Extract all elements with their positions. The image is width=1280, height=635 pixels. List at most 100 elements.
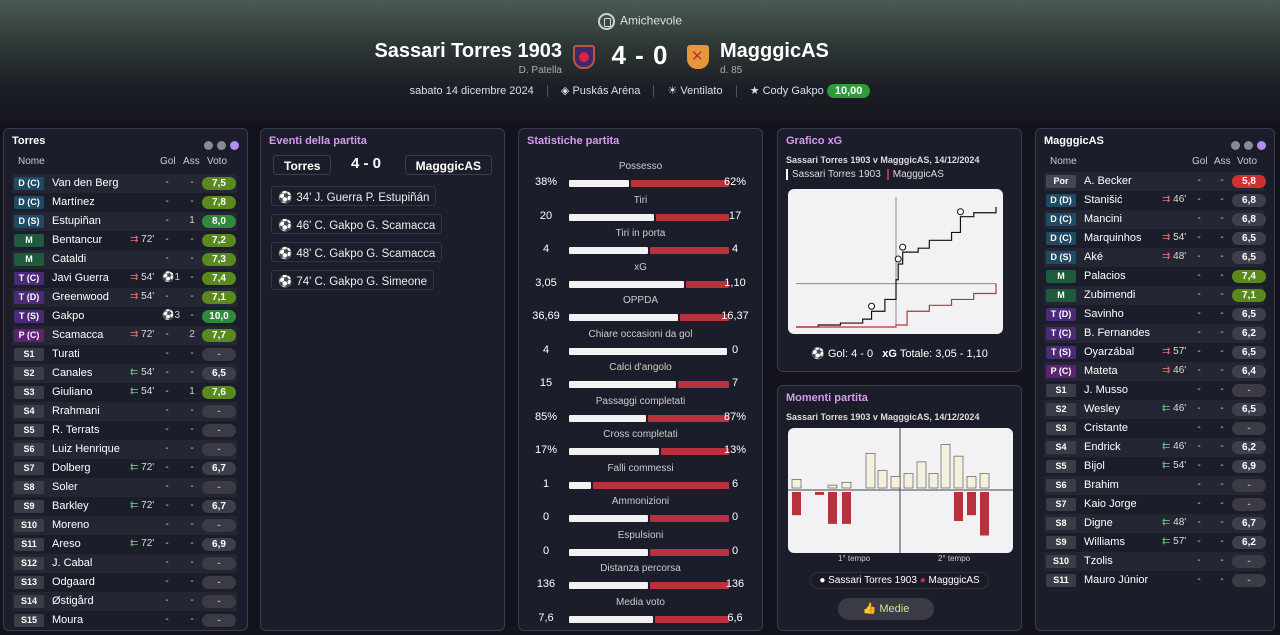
col-ass[interactable]: Ass	[1214, 156, 1231, 167]
player-name[interactable]: Cataldi	[52, 253, 87, 265]
player-row[interactable]: M Cataldi - -7,3	[12, 250, 237, 269]
player-row[interactable]: S6 Luiz Henrique - - -	[12, 440, 237, 459]
player-name[interactable]: Mancini	[1084, 213, 1122, 225]
player-row[interactable]: T (D) Savinho - -6,5	[1044, 305, 1266, 324]
player-row[interactable]: Por A. Becker - -5,8	[1044, 172, 1266, 191]
player-row[interactable]: P (C) Scamacca ⇉ 72' - 2 7,7	[12, 326, 237, 345]
player-name[interactable]: Odgaard	[52, 576, 95, 588]
player-name[interactable]: Brahim	[1084, 479, 1119, 491]
player-row[interactable]: D (C) Mancini - -6,8	[1044, 210, 1266, 229]
player-name[interactable]: Giuliano	[52, 386, 93, 398]
player-row[interactable]: T (S) Oyarzábal ⇉ 57' - -6,5	[1044, 343, 1266, 362]
player-name[interactable]: Marquinhos	[1084, 232, 1142, 244]
player-row[interactable]: M Bentancur ⇉ 72' - -7,2	[12, 231, 237, 250]
player-name[interactable]: Williams	[1084, 536, 1125, 548]
player-row[interactable]: S6 Brahim - - -	[1044, 476, 1266, 495]
player-name[interactable]: Oyarzábal	[1084, 346, 1135, 358]
col-voto[interactable]: Voto	[1237, 156, 1258, 167]
goal-event[interactable]: ⚽ 46' C. Gakpo G. Scamacca	[271, 214, 443, 234]
dot-icon[interactable]	[1257, 141, 1266, 150]
player-name[interactable]: R. Terrats	[52, 424, 100, 436]
player-name[interactable]: Barkley	[52, 500, 89, 512]
player-row[interactable]: D (C) Martínez - -7,8	[12, 193, 237, 212]
home-team-name[interactable]: Sassari Torres 1903	[374, 40, 562, 62]
dot-icon[interactable]	[1244, 141, 1253, 150]
player-name[interactable]: Soler	[52, 481, 78, 493]
goal-event[interactable]: ⚽ 48' C. Gakpo G. Scamacca	[271, 242, 443, 262]
player-row[interactable]: M Palacios - -7,4	[1044, 267, 1266, 286]
player-row[interactable]: S7 Dolberg ⇇ 72' - -6,7	[12, 459, 237, 478]
player-row[interactable]: S7 Kaio Jorge - - -	[1044, 495, 1266, 514]
dot-icon[interactable]	[217, 141, 226, 150]
player-row[interactable]: M Zubimendi - -7,1	[1044, 286, 1266, 305]
view-switcher[interactable]	[1227, 137, 1266, 155]
player-name[interactable]: Turati	[52, 348, 80, 360]
col-gol[interactable]: Gol	[160, 156, 176, 167]
player-name[interactable]: Wesley	[1084, 403, 1120, 415]
player-name[interactable]: Østigård	[52, 595, 94, 607]
player-row[interactable]: S5 Bijol ⇇ 54' - -6,9	[1044, 457, 1266, 476]
player-name[interactable]: Greenwood	[52, 291, 109, 303]
col-voto[interactable]: Voto	[207, 156, 228, 167]
player-row[interactable]: S4 Rrahmani - - -	[12, 402, 237, 421]
player-name[interactable]: Scamacca	[52, 329, 104, 341]
player-name[interactable]: Javi Guerra	[52, 272, 109, 284]
player-row[interactable]: S12 J. Cabal - - -	[12, 554, 237, 573]
player-name[interactable]: Van den Berg	[52, 177, 119, 189]
player-row[interactable]: D (S) Estupiñan - 1 8,0	[12, 212, 237, 231]
player-name[interactable]: Tzolis	[1084, 555, 1113, 567]
player-name[interactable]: Gakpo	[52, 310, 85, 322]
player-row[interactable]: T (D) Greenwood ⇉ 54' - -7,1	[12, 288, 237, 307]
player-name[interactable]: J. Musso	[1084, 384, 1129, 396]
player-row[interactable]: S11 Mauro Júnior - - -	[1044, 571, 1266, 590]
player-name[interactable]: J. Cabal	[52, 557, 93, 569]
player-row[interactable]: S9 Barkley ⇇ 72' - -6,7	[12, 497, 237, 516]
player-of-match[interactable]: ★ Cody Gakpo 10,00	[750, 84, 871, 98]
col-gol[interactable]: Gol	[1192, 156, 1208, 167]
player-name[interactable]: Bijol	[1084, 460, 1105, 472]
player-row[interactable]: S1 Turati - - -	[12, 345, 237, 364]
player-row[interactable]: S13 Odgaard - - -	[12, 573, 237, 592]
view-switcher[interactable]	[200, 137, 239, 155]
player-row[interactable]: P (C) Mateta ⇉ 46' - -6,4	[1044, 362, 1266, 381]
away-team-name[interactable]: MagggicAS	[720, 40, 829, 62]
col-name[interactable]: Nome	[18, 156, 45, 167]
player-row[interactable]: S10 Moreno - - -	[12, 516, 237, 535]
player-row[interactable]: S8 Digne ⇇ 48' - -6,7	[1044, 514, 1266, 533]
player-row[interactable]: T (C) B. Fernandes - -6,2	[1044, 324, 1266, 343]
player-row[interactable]: S2 Wesley ⇇ 46' - -6,5	[1044, 400, 1266, 419]
dot-icon[interactable]	[1231, 141, 1240, 150]
player-name[interactable]: Mateta	[1084, 365, 1118, 377]
player-row[interactable]: S3 Giuliano ⇇ 54' - 1 7,6	[12, 383, 237, 402]
dot-icon[interactable]	[204, 141, 213, 150]
player-name[interactable]: Kaio Jorge	[1084, 498, 1137, 510]
player-name[interactable]: Palacios	[1084, 270, 1126, 282]
player-name[interactable]: Digne	[1084, 517, 1113, 529]
player-name[interactable]: Mauro Júnior	[1084, 574, 1149, 586]
player-name[interactable]: Moreno	[52, 519, 90, 531]
player-name[interactable]: Zubimendi	[1084, 289, 1136, 301]
player-name[interactable]: Martínez	[52, 196, 95, 208]
player-name[interactable]: B. Fernandes	[1084, 327, 1151, 339]
player-name[interactable]: A. Becker	[1084, 175, 1132, 187]
player-name[interactable]: Aké	[1084, 251, 1103, 263]
player-row[interactable]: S2 Canales ⇇ 54' - -6,5	[12, 364, 237, 383]
player-row[interactable]: S5 R. Terrats - - -	[12, 421, 237, 440]
player-row[interactable]: S11 Areso ⇇ 72' - -6,9	[12, 535, 237, 554]
player-row[interactable]: S15 Moura - - -	[12, 611, 237, 630]
player-row[interactable]: S4 Endrick ⇇ 46' - -6,2	[1044, 438, 1266, 457]
player-row[interactable]: S14 Østigård - - -	[12, 592, 237, 611]
player-name[interactable]: Moura	[52, 614, 84, 626]
player-row[interactable]: T (C) Javi Guerra ⇉ 54' ⚽1-7,4	[12, 269, 237, 288]
player-row[interactable]: D (C) Marquinhos ⇉ 54' - -6,5	[1044, 229, 1266, 248]
player-row[interactable]: S10 Tzolis - - -	[1044, 552, 1266, 571]
player-name[interactable]: Canales	[52, 367, 93, 379]
player-row[interactable]: S9 Williams ⇇ 57' - -6,2	[1044, 533, 1266, 552]
player-name[interactable]: Luiz Henrique	[52, 443, 120, 455]
player-row[interactable]: D (S) Aké ⇉ 48' - -6,5	[1044, 248, 1266, 267]
dot-icon[interactable]	[230, 141, 239, 150]
col-name[interactable]: Nome	[1050, 156, 1077, 167]
player-row[interactable]: S8 Soler - - -	[12, 478, 237, 497]
col-ass[interactable]: Ass	[183, 156, 200, 167]
player-name[interactable]: Areso	[52, 538, 81, 550]
